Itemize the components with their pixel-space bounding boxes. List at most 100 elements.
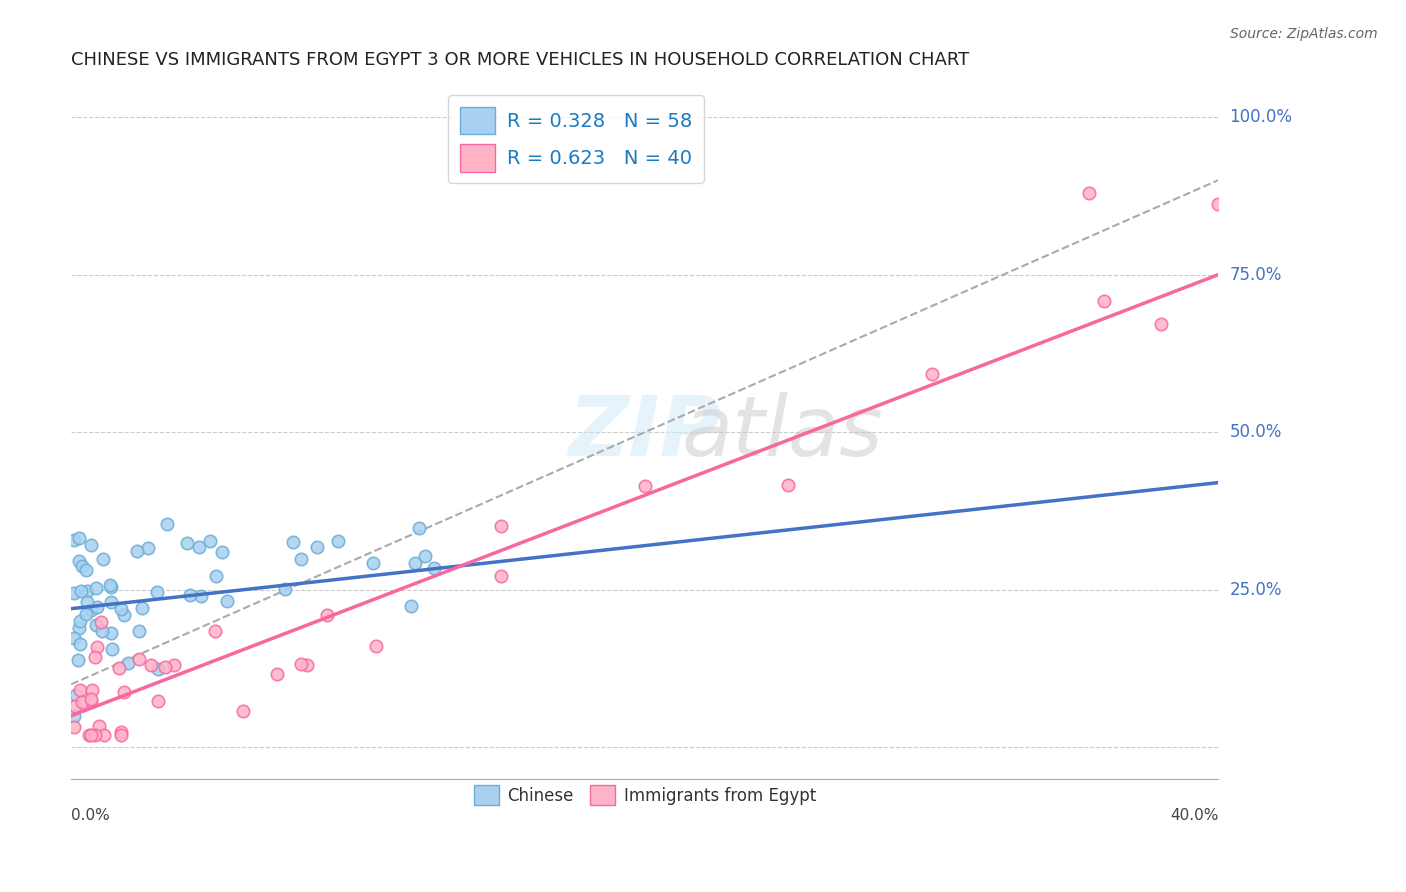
Point [231, 704, 253, 718]
Point [176, 536, 198, 550]
Point [136, 541, 159, 555]
Point [80, 603, 103, 617]
Point [80, 694, 103, 708]
Point [80, 538, 103, 552]
Point [110, 724, 132, 739]
Point [148, 694, 170, 708]
Point [67, 620, 90, 634]
Point [634, 479, 657, 493]
Point [153, 659, 176, 673]
Point [80, 682, 103, 697]
Point [423, 561, 446, 575]
Text: 40.0%: 40.0% [1170, 808, 1219, 823]
Point [77, 728, 100, 742]
Point [205, 569, 228, 583]
Point [84, 581, 107, 595]
Point [101, 642, 124, 657]
Point [399, 599, 422, 613]
Point [93, 728, 115, 742]
Point [128, 624, 150, 638]
Point [89, 719, 111, 733]
Text: 100.0%: 100.0% [1230, 108, 1292, 126]
Text: 0.0%: 0.0% [72, 808, 110, 823]
Legend: R = 0.328   N = 58, R = 0.623   N = 40: R = 0.328 N = 58, R = 0.623 N = 40 [449, 95, 703, 184]
Text: 25.0%: 25.0% [1230, 581, 1282, 599]
Point [72, 695, 94, 709]
Point [76, 583, 98, 598]
Text: 50.0%: 50.0% [1230, 423, 1282, 442]
Point [179, 589, 201, 603]
Point [69, 637, 91, 651]
Point [188, 540, 211, 554]
Point [1150, 317, 1173, 331]
Point [91, 552, 114, 566]
Point [100, 625, 122, 640]
Text: atlas: atlas [682, 392, 883, 473]
Point [100, 580, 122, 594]
Point [91, 624, 114, 638]
Point [63, 631, 86, 645]
Point [131, 600, 153, 615]
Point [281, 535, 304, 549]
Point [211, 545, 233, 559]
Point [146, 662, 169, 676]
Point [63, 533, 86, 548]
Point [80, 728, 103, 742]
Point [364, 639, 387, 653]
Point [215, 594, 238, 608]
Point [80, 691, 103, 706]
Point [63, 586, 86, 600]
Point [778, 478, 800, 492]
Point [63, 698, 86, 713]
Point [190, 590, 212, 604]
Point [86, 599, 108, 614]
Point [69, 614, 91, 628]
Point [108, 661, 131, 675]
Point [361, 557, 384, 571]
Point [69, 683, 91, 698]
Point [63, 720, 86, 734]
Point [110, 601, 132, 615]
Point [67, 531, 90, 545]
Point [307, 540, 329, 554]
Text: 75.0%: 75.0% [1230, 266, 1282, 284]
Point [290, 552, 312, 566]
Point [290, 657, 312, 672]
Point [491, 518, 513, 533]
Point [75, 607, 97, 621]
Point [76, 594, 98, 608]
Point [112, 608, 135, 623]
Point [200, 533, 222, 548]
Point [1092, 293, 1115, 308]
Point [63, 708, 86, 723]
Point [274, 582, 297, 597]
Text: ZIP: ZIP [568, 392, 721, 473]
Point [69, 583, 91, 598]
Point [83, 650, 105, 665]
Point [65, 689, 87, 703]
Point [316, 607, 339, 622]
Text: Source: ZipAtlas.com: Source: ZipAtlas.com [1230, 27, 1378, 41]
Point [128, 652, 150, 666]
Point [100, 595, 122, 609]
Point [66, 653, 89, 667]
Point [86, 640, 108, 655]
Point [84, 618, 107, 632]
Point [145, 584, 167, 599]
Point [110, 728, 132, 742]
Point [84, 728, 107, 742]
Point [67, 553, 90, 567]
Point [921, 367, 943, 381]
Point [70, 558, 93, 573]
Point [141, 658, 163, 673]
Point [491, 569, 513, 583]
Point [326, 534, 349, 549]
Point [1078, 186, 1101, 200]
Point [408, 521, 430, 535]
Point [163, 658, 186, 673]
Point [117, 656, 139, 670]
Text: CHINESE VS IMMIGRANTS FROM EGYPT 3 OR MORE VEHICLES IN HOUSEHOLD CORRELATION CHA: CHINESE VS IMMIGRANTS FROM EGYPT 3 OR MO… [72, 51, 970, 69]
Point [90, 615, 112, 629]
Point [413, 549, 436, 563]
Point [156, 517, 179, 532]
